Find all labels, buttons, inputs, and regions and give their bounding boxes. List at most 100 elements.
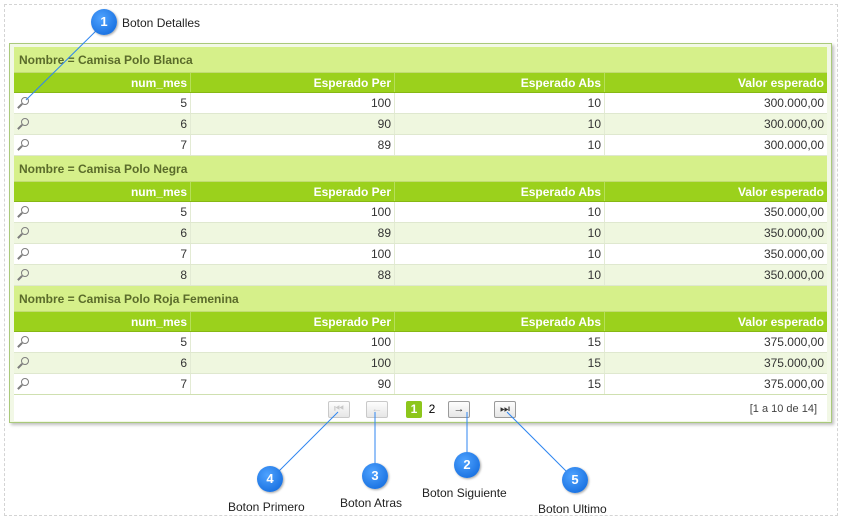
cell-valor-esperado: 375.000,00 (763, 377, 824, 391)
table-row[interactable]: 5 100 10 350.000,00 (14, 202, 827, 223)
cell-esperado-per: 88 (191, 265, 395, 285)
grid-body: Nombre = Camisa Polo Blanca num_mes Espe… (14, 47, 827, 421)
first-page-button[interactable]: ⏮ (328, 401, 350, 418)
callout-1-badge: 1 (91, 9, 117, 35)
group-header: Nombre = Camisa Polo Negra (14, 156, 827, 182)
cell-esperado-abs: 15 (395, 332, 605, 352)
column-header-esperado-abs[interactable]: Esperado Abs (395, 73, 605, 92)
callout-3-label: Boton Atras (340, 496, 403, 510)
cell-esperado-abs: 10 (395, 93, 605, 113)
column-header-row: num_mes Esperado Per Esperado Abs Valor … (14, 312, 827, 332)
cell-num-mes: 7 (36, 135, 191, 155)
column-header-valor-esperado[interactable]: Valor esperado (737, 315, 824, 329)
cell-valor-esperado: 350.000,00 (763, 205, 824, 219)
column-header-row: num_mes Esperado Per Esperado Abs Valor … (14, 182, 827, 202)
column-header-valor-esperado[interactable]: Valor esperado (737, 76, 824, 90)
table-row[interactable]: 7 90 15 375.000,00 (14, 374, 827, 395)
cell-esperado-abs: 10 (395, 135, 605, 155)
details-button[interactable] (14, 114, 36, 134)
next-page-button[interactable]: → (448, 401, 470, 418)
magnifier-icon (21, 206, 29, 214)
magnifier-icon (21, 97, 29, 105)
page-frame (4, 4, 838, 516)
cell-num-mes: 5 (36, 332, 191, 352)
cell-num-mes: 5 (36, 93, 191, 113)
details-button[interactable] (14, 244, 36, 264)
details-column-header (14, 73, 36, 92)
table-row[interactable]: 5 100 15 375.000,00 (14, 332, 827, 353)
column-header-num-mes[interactable]: num_mes (36, 182, 191, 201)
cell-esperado-per: 100 (191, 244, 395, 264)
details-column-header (14, 182, 36, 201)
table-row[interactable]: 8 88 10 350.000,00 (14, 265, 827, 286)
group-header: Nombre = Camisa Polo Blanca (14, 47, 827, 73)
cell-valor-esperado: 300.000,00 (763, 96, 824, 110)
table-row[interactable]: 6 90 10 300.000,00 (14, 114, 827, 135)
cell-esperado-per: 100 (191, 353, 395, 373)
details-button[interactable] (14, 93, 36, 113)
column-header-esperado-abs[interactable]: Esperado Abs (395, 182, 605, 201)
cell-valor-esperado: 300.000,00 (763, 117, 824, 131)
table-row[interactable]: 6 100 15 375.000,00 (14, 353, 827, 374)
column-header-esperado-abs[interactable]: Esperado Abs (395, 312, 605, 331)
magnifier-icon (21, 227, 29, 235)
cell-valor-esperado: 375.000,00 (763, 335, 824, 349)
cell-valor-esperado: 300.000,00 (763, 138, 824, 152)
cell-valor-esperado: 350.000,00 (763, 268, 824, 282)
column-header-valor-esperado[interactable]: Valor esperado (737, 185, 824, 199)
callout-5-label: Boton Ultimo (538, 502, 607, 516)
cell-esperado-abs: 15 (395, 353, 605, 373)
column-header-num-mes[interactable]: num_mes (36, 312, 191, 331)
cell-esperado-abs: 10 (395, 265, 605, 285)
cell-num-mes: 6 (36, 223, 191, 243)
magnifier-icon (21, 118, 29, 126)
cell-num-mes: 7 (36, 244, 191, 264)
column-header-num-mes[interactable]: num_mes (36, 73, 191, 92)
page-number[interactable]: 2 (428, 402, 436, 416)
cell-esperado-abs: 15 (395, 374, 605, 394)
details-button[interactable] (14, 332, 36, 352)
previous-page-button[interactable]: ← (366, 401, 388, 418)
column-header-esperado-per[interactable]: Esperado Per (191, 182, 395, 201)
page-number-current[interactable]: 1 (406, 401, 422, 418)
callout-4-label: Boton Primero (228, 500, 305, 514)
cell-esperado-per: 100 (191, 332, 395, 352)
column-header-esperado-per[interactable]: Esperado Per (191, 73, 395, 92)
cell-valor-esperado: 350.000,00 (763, 247, 824, 261)
details-button[interactable] (14, 353, 36, 373)
details-button[interactable] (14, 223, 36, 243)
details-button[interactable] (14, 265, 36, 285)
cell-esperado-abs: 10 (395, 223, 605, 243)
table-row[interactable]: 5 100 10 300.000,00 (14, 93, 827, 114)
table-row[interactable]: 7 100 10 350.000,00 (14, 244, 827, 265)
details-button[interactable] (14, 374, 36, 394)
callout-3-badge: 3 (362, 463, 388, 489)
cell-valor-esperado: 375.000,00 (763, 356, 824, 370)
cell-esperado-per: 89 (191, 135, 395, 155)
data-grid: Nombre = Camisa Polo Blanca num_mes Espe… (9, 43, 832, 423)
cell-esperado-abs: 10 (395, 202, 605, 222)
callout-5-badge: 5 (562, 467, 588, 493)
table-row[interactable]: 6 89 10 350.000,00 (14, 223, 827, 244)
cell-num-mes: 6 (36, 353, 191, 373)
last-page-button[interactable]: ⏭ (494, 401, 516, 418)
callout-4-badge: 4 (257, 466, 283, 492)
cell-num-mes: 7 (36, 374, 191, 394)
cell-esperado-per: 100 (191, 93, 395, 113)
callout-2-badge: 2 (454, 452, 480, 478)
cell-esperado-per: 100 (191, 202, 395, 222)
magnifier-icon (21, 378, 29, 386)
cell-num-mes: 6 (36, 114, 191, 134)
cell-esperado-per: 90 (191, 374, 395, 394)
table-row[interactable]: 7 89 10 300.000,00 (14, 135, 827, 156)
pager-info: [1 a 10 de 14] (749, 403, 817, 415)
callout-2-label: Boton Siguiente (422, 486, 507, 500)
cell-esperado-per: 90 (191, 114, 395, 134)
cell-valor-esperado: 350.000,00 (763, 226, 824, 240)
magnifier-icon (21, 248, 29, 256)
magnifier-icon (21, 357, 29, 365)
column-header-row: num_mes Esperado Per Esperado Abs Valor … (14, 73, 827, 93)
details-button[interactable] (14, 202, 36, 222)
details-button[interactable] (14, 135, 36, 155)
column-header-esperado-per[interactable]: Esperado Per (191, 312, 395, 331)
